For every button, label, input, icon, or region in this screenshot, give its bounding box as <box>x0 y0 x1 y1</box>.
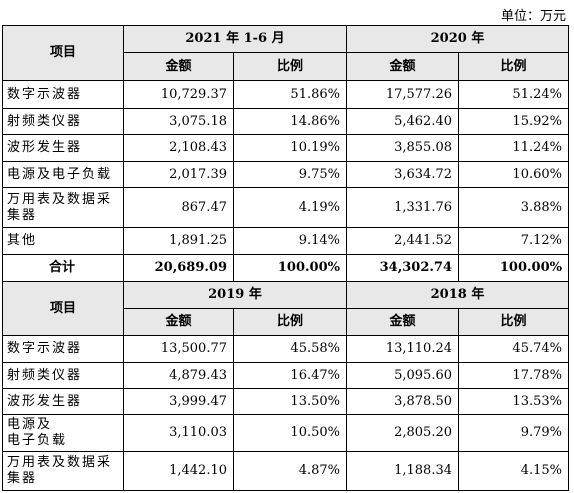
row-label: 射频类仪器 <box>2 108 124 135</box>
value-cell: 10.60% <box>458 161 569 188</box>
value-cell: 9.75% <box>233 161 347 188</box>
header-cell: 项目 <box>2 281 124 336</box>
value-cell: 14.86% <box>233 108 347 135</box>
row-label: 射频类仪器 <box>2 362 124 389</box>
value-cell: 4.15% <box>458 451 569 491</box>
row-label: 波形发生器 <box>2 388 124 415</box>
value-cell: 867.47 <box>123 187 234 228</box>
total-value: 20,689.09 <box>123 254 234 282</box>
value-cell: 4,879.43 <box>123 362 234 389</box>
value-cell: 1,331.76 <box>346 187 459 228</box>
value-cell: 9.14% <box>233 227 347 255</box>
table-row: 合计 20,689.09 100.00% 34,302.74 100.00% <box>2 254 569 282</box>
value-cell: 45.74% <box>458 335 569 363</box>
header-cell: 金额 <box>123 308 234 336</box>
period-header: 2019 年 <box>123 281 347 309</box>
header-cell: 金额 <box>346 308 459 336</box>
value-cell: 45.58% <box>233 335 347 363</box>
value-cell: 3,110.03 <box>123 414 234 452</box>
value-cell: 1,442.10 <box>123 451 234 491</box>
header-cell: 比例 <box>458 52 569 81</box>
total-value: 34,302.74 <box>346 254 459 282</box>
value-cell: 17.78% <box>458 362 569 389</box>
header-cell: 比例 <box>458 308 569 336</box>
table-row: 波形发生器 3,999.47 13.50% 3,878.50 13.53% <box>2 388 569 415</box>
row-label: 其他 <box>2 227 124 255</box>
row-label: 万用表及数据采 集器 <box>2 451 124 491</box>
value-cell: 13.50% <box>233 388 347 415</box>
period-header: 2021 年 1-6 月 <box>123 25 347 53</box>
header-cell: 比例 <box>233 308 347 336</box>
value-cell: 9.79% <box>458 414 569 452</box>
value-cell: 5,095.60 <box>346 362 459 389</box>
row-label: 电源及电子负载 <box>2 161 124 188</box>
value-cell: 13.53% <box>458 388 569 415</box>
value-cell: 10.19% <box>233 134 347 162</box>
total-label: 合计 <box>2 254 124 282</box>
value-cell: 3,878.50 <box>346 388 459 415</box>
period-header: 2018 年 <box>346 281 569 309</box>
value-cell: 2,441.52 <box>346 227 459 255</box>
value-cell: 16.47% <box>233 362 347 389</box>
header-cell: 金额 <box>123 52 234 81</box>
value-cell: 10.50% <box>233 414 347 452</box>
row-label: 波形发生器 <box>2 134 124 162</box>
value-cell: 51.86% <box>233 80 347 109</box>
table-row: 数字示波器 10,729.37 51.86% 17,577.26 51.24% <box>2 80 569 109</box>
table-row: 万用表及数据采 集器 1,442.10 4.87% 1,188.34 4.15% <box>2 451 569 491</box>
value-cell: 17,577.26 <box>346 80 459 109</box>
value-cell: 7.12% <box>458 227 569 255</box>
table-row: 金额 比例 金额 比例 <box>3 308 569 336</box>
value-cell: 2,108.43 <box>123 134 234 162</box>
revenue-table: 项目 2021 年 1-6 月 2020 年金额 比例 金额 比例 数字示波器 10,729.… <box>2 25 569 491</box>
value-cell: 3,634.72 <box>346 161 459 188</box>
value-cell: 3,999.47 <box>123 388 234 415</box>
value-cell: 4.19% <box>233 187 347 228</box>
period-header: 2020 年 <box>346 25 569 53</box>
value-cell: 3,075.18 <box>123 108 234 135</box>
header-cell: 金额 <box>346 52 459 81</box>
table-row: 数字示波器 13,500.77 45.58% 13,110.24 45.74% <box>2 335 569 363</box>
value-cell: 3,855.08 <box>346 134 459 162</box>
table-row: 波形发生器 2,108.43 10.19% 3,855.08 11.24% <box>2 134 569 162</box>
value-cell: 13,500.77 <box>123 335 234 363</box>
value-cell: 15.92% <box>458 108 569 135</box>
value-cell: 13,110.24 <box>346 335 459 363</box>
value-cell: 1,188.34 <box>346 451 459 491</box>
table-row: 万用表及数据采 集器 867.47 4.19% 1,331.76 3.88% <box>2 187 569 228</box>
unit-note: 单位：万元 <box>500 9 566 24</box>
table-row: 电源及 电子负载 3,110.03 10.50% 2,805.20 9.79% <box>2 414 569 452</box>
table-row: 项目 2019 年 2018 年 <box>2 281 569 336</box>
total-value: 100.00% <box>458 254 569 282</box>
row-label: 万用表及数据采 集器 <box>2 187 124 228</box>
value-cell: 11.24% <box>458 134 569 162</box>
header-cell: 项目 <box>2 25 124 81</box>
table-row: 项目 2021 年 1-6 月 2020 年 <box>2 25 569 81</box>
total-value: 100.00% <box>233 254 347 282</box>
table-row: 射频类仪器 4,879.43 16.47% 5,095.60 17.78% <box>2 362 569 389</box>
value-cell: 1,891.25 <box>123 227 234 255</box>
row-label: 数字示波器 <box>2 335 124 363</box>
table-row: 金额 比例 金额 比例 <box>3 52 569 81</box>
value-cell: 51.24% <box>458 80 569 109</box>
value-cell: 4.87% <box>233 451 347 491</box>
row-label: 电源及 电子负载 <box>2 414 124 452</box>
table-row: 其他 1,891.25 9.14% 2,441.52 7.12% <box>2 227 569 255</box>
value-cell: 2,805.20 <box>346 414 459 452</box>
row-label: 数字示波器 <box>2 80 124 109</box>
value-cell: 10,729.37 <box>123 80 234 109</box>
header-cell: 比例 <box>233 52 347 81</box>
value-cell: 2,017.39 <box>123 161 234 188</box>
value-cell: 3.88% <box>458 187 569 228</box>
table-row: 射频类仪器 3,075.18 14.86% 5,462.40 15.92% <box>2 108 569 135</box>
value-cell: 5,462.40 <box>346 108 459 135</box>
table-row: 电源及电子负载 2,017.39 9.75% 3,634.72 10.60% <box>2 161 569 188</box>
